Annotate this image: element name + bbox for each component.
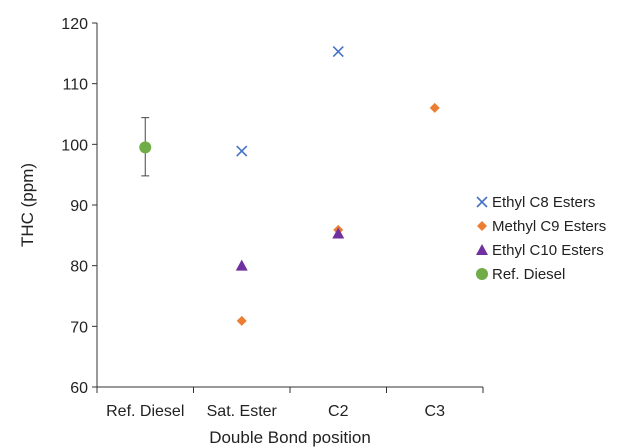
point-methyl-c9-esters (429, 102, 440, 113)
y-tick-label: 100 (61, 137, 88, 154)
legend-marker-ref-diesel (476, 268, 488, 280)
y-ticks: 60 70 80 90 100 110 120 (61, 16, 97, 397)
x-tick-label: C3 (425, 403, 446, 420)
y-tick-label: 90 (70, 198, 88, 215)
legend-label-ethyl-c8-esters: Ethyl C8 Esters (492, 194, 595, 211)
y-tick-label: 80 (70, 259, 88, 276)
y-tick-label: 60 (70, 380, 88, 397)
legend-label-ethyl-c10-esters: Ethyl C10 Esters (492, 242, 604, 259)
y-tick-label: 70 (70, 319, 88, 336)
x-tick-label: Sat. Ester (207, 403, 278, 420)
x-ticks: Ref. Diesel Sat. Ester C2 C3 (96, 387, 484, 420)
point-ethyl-c10-esters (332, 227, 345, 239)
y-tick-label: 120 (61, 16, 88, 33)
point-ethyl-c8-esters (332, 45, 344, 58)
point-ref-diesel (139, 141, 152, 154)
point-methyl-c9-esters (236, 315, 247, 326)
x-tick-label: C2 (328, 403, 349, 420)
legend-label-ref-diesel: Ref. Diesel (492, 266, 565, 283)
x-tick-label: Ref. Diesel (106, 403, 184, 420)
legend-marker-methyl-c9-esters (477, 221, 487, 231)
legend-marker-ethyl-c10-esters (476, 244, 488, 255)
legend: Ethyl C8 Esters Methyl C9 Esters Ethyl C10… (476, 194, 606, 283)
y-axis-title: THC (ppm) (18, 163, 37, 247)
point-ethyl-c8-esters (236, 145, 248, 157)
data-points (139, 45, 440, 326)
legend-marker-ethyl-c8-esters (476, 196, 488, 208)
legend-label-methyl-c9-esters: Methyl C9 Esters (492, 218, 606, 235)
x-axis-title: Double Bond position (209, 428, 371, 447)
point-ethyl-c10-esters (235, 259, 248, 271)
y-tick-label: 110 (62, 77, 88, 94)
